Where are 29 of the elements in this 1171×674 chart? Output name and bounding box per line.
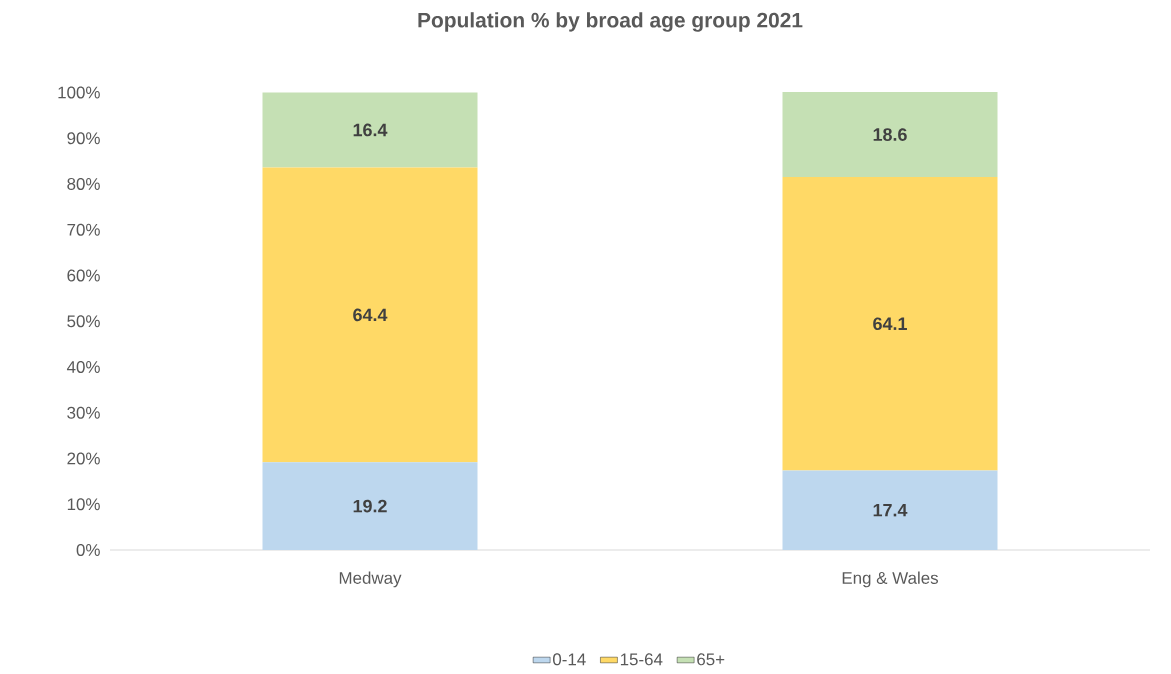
legend-label: 0-14 xyxy=(552,653,586,666)
y-tick-label: 10% xyxy=(67,498,100,511)
chart-title: Population % by broad age group 2021 xyxy=(418,12,803,32)
data-label: 17.4 xyxy=(873,504,908,517)
y-tick-label: 20% xyxy=(67,452,100,465)
data-label: 19.2 xyxy=(353,499,387,513)
bar xyxy=(782,470,998,550)
y-tick-label: 80% xyxy=(67,177,100,190)
data-label: 64.4 xyxy=(353,308,388,322)
y-tick-label: 40% xyxy=(66,360,100,373)
data-label: 18.6 xyxy=(873,128,907,141)
y-tick-label: 30% xyxy=(67,406,100,419)
y-tick-label: 70% xyxy=(67,223,100,236)
bar xyxy=(262,167,478,463)
data-label: 64.1 xyxy=(873,317,907,331)
legend-label: 15-64 xyxy=(620,653,663,666)
bar xyxy=(782,177,998,471)
y-tick-label: 60% xyxy=(67,269,100,282)
x-tick-label: Eng & Wales xyxy=(842,571,939,588)
bar xyxy=(782,92,998,178)
data-label: 16.4 xyxy=(353,123,388,137)
y-tick-label: 100% xyxy=(58,86,100,99)
bar xyxy=(262,92,478,168)
y-tick-label: 0% xyxy=(76,544,100,556)
y-tick-label: 90% xyxy=(67,132,100,145)
y-tick-label: 50% xyxy=(67,315,100,328)
legend-label: 65+ xyxy=(697,653,725,666)
bar xyxy=(262,462,478,550)
x-tick-label: Medway xyxy=(339,571,402,588)
